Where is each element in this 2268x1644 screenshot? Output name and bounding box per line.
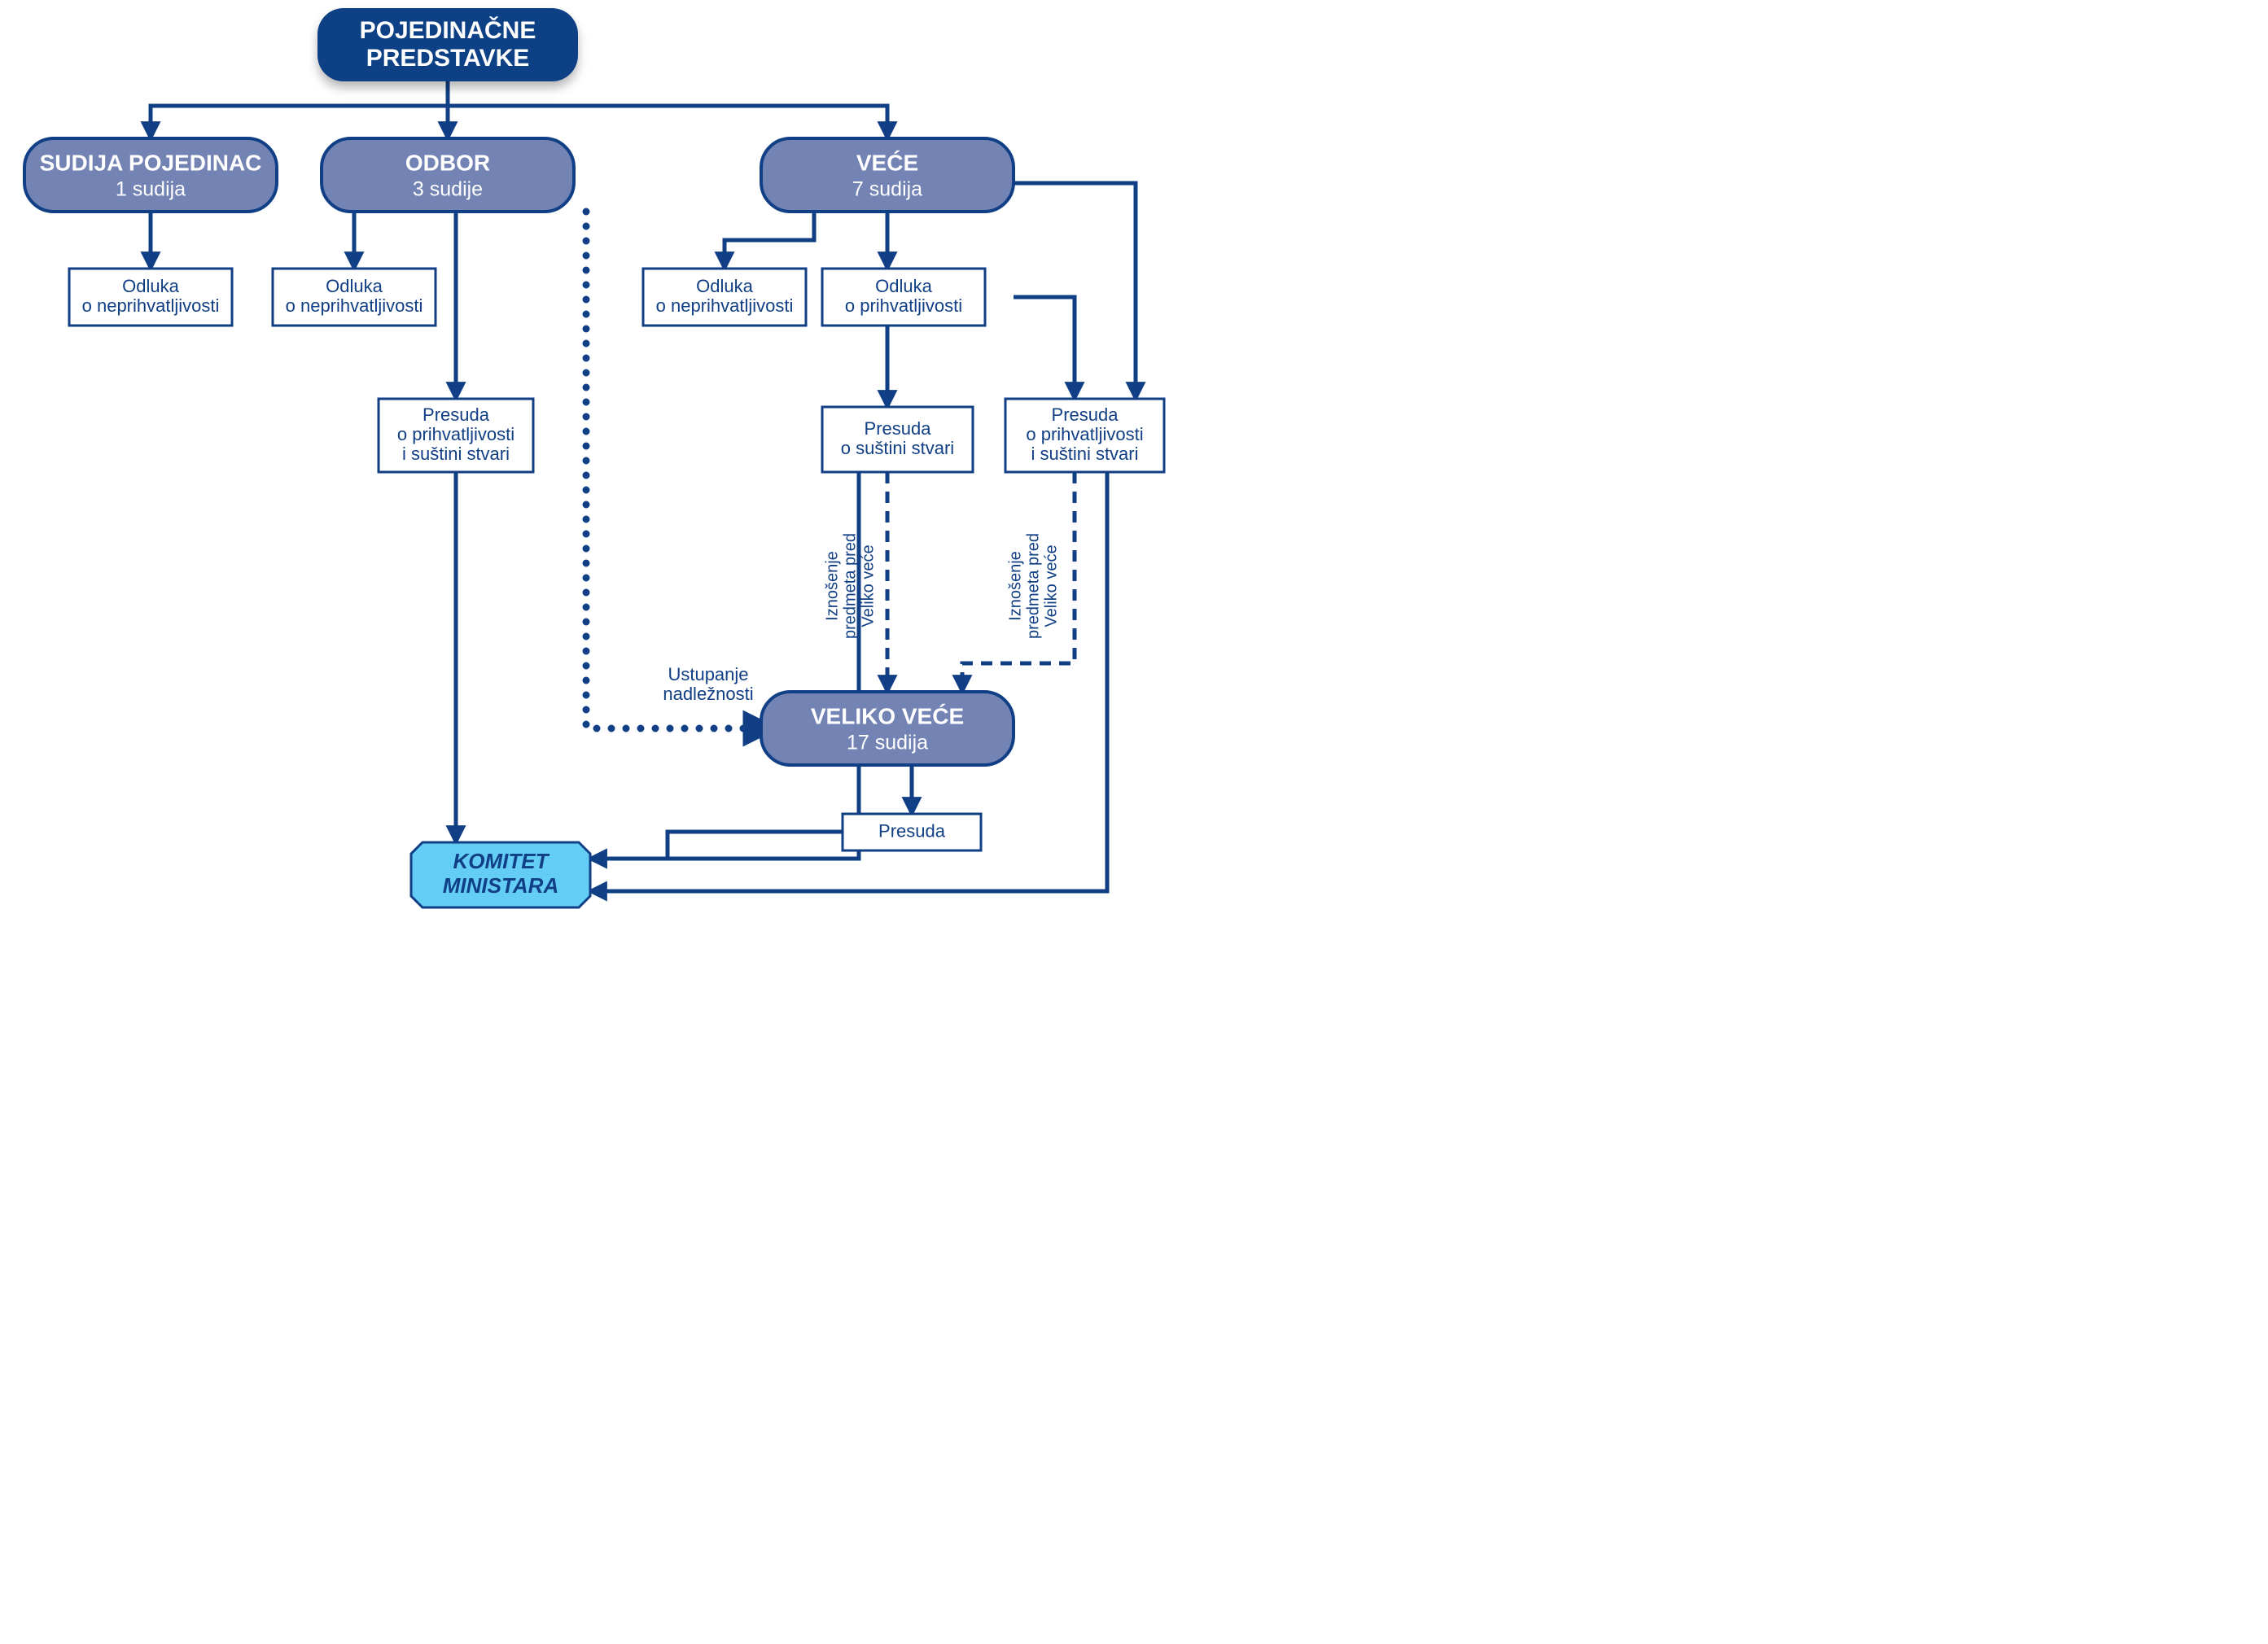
svg-text:predmeta pred: predmeta pred xyxy=(841,533,859,639)
svg-text:Iznošenje: Iznošenje xyxy=(1006,551,1024,621)
node-text: o prihvatljivosti xyxy=(845,295,962,316)
node-title: VEĆE xyxy=(856,150,918,175)
node-title: VELIKO VEĆE xyxy=(811,703,964,728)
label-iznosenje-1: Iznošenjepredmeta predVeliko veće xyxy=(823,533,877,639)
edge xyxy=(590,832,843,859)
svg-text:predmeta pred: predmeta pred xyxy=(1024,533,1042,639)
node-text: o neprihvatljivosti xyxy=(656,295,794,316)
node-text: i suštini stvari xyxy=(402,444,510,464)
node-veliko: VELIKO VEĆE 17 sudija xyxy=(761,692,1014,765)
node-subtitle: 7 sudija xyxy=(852,178,922,201)
node-text: Odluka xyxy=(875,276,932,296)
labels-layer: UstupanjenadležnostiIznošenjepredmeta pr… xyxy=(663,533,1060,704)
edge xyxy=(151,81,448,138)
node-vece_odl_p: Odlukao prihvatljivosti xyxy=(822,269,985,326)
node-text: o neprihvatljivosti xyxy=(82,295,220,316)
edge xyxy=(1014,297,1075,399)
edge xyxy=(725,212,814,269)
node-sudija_out: Odlukao neprihvatljivosti xyxy=(69,269,232,326)
node-text: Presuda xyxy=(1052,404,1119,425)
node-root: POJEDINAČNEPREDSTAVKE xyxy=(317,8,578,81)
node-text: o prihvatljivosti xyxy=(1026,424,1143,444)
node-odbor_out: Odlukao neprihvatljivosti xyxy=(273,269,436,326)
node-text: Odluka xyxy=(326,276,383,296)
svg-text:Veliko veće: Veliko veće xyxy=(1042,544,1060,627)
node-sudija: SUDIJA POJEDINAC 1 sudija xyxy=(24,138,277,212)
node-title: ODBOR xyxy=(405,150,490,175)
node-text: i suštini stvari xyxy=(1031,444,1138,464)
node-text: o prihvatljivosti xyxy=(397,424,514,444)
node-text: POJEDINAČNE xyxy=(360,16,536,44)
node-odbor: ODBOR 3 sudije xyxy=(322,138,574,212)
node-text: Presuda xyxy=(878,820,946,841)
node-vece_pres1: Presudao suštini stvari xyxy=(822,407,973,472)
edge xyxy=(448,81,887,138)
node-text: Presuda xyxy=(423,404,490,425)
label-ustupanje: Ustupanje xyxy=(668,664,748,684)
node-vece_odl_n: Odlukao neprihvatljivosti xyxy=(643,269,806,326)
node-subtitle: 1 sudija xyxy=(116,178,186,201)
node-komitet: KOMITETMINISTARA xyxy=(411,842,590,907)
label-iznosenje-2: Iznošenjepredmeta predVeliko veće xyxy=(1006,533,1060,639)
node-subtitle: 3 sudije xyxy=(413,178,483,201)
node-vece: VEĆE 7 sudija xyxy=(761,138,1014,212)
node-odbor_pres: Presudao prihvatljivostii suštini stvari xyxy=(379,399,533,472)
node-text: PREDSTAVKE xyxy=(366,45,530,72)
node-vece_pres2: Presudao prihvatljivostii suštini stvari xyxy=(1005,399,1164,472)
node-presuda: Presuda xyxy=(843,814,981,850)
node-text: o suštini stvari xyxy=(841,438,954,458)
node-text: KOMITET xyxy=(453,849,550,873)
svg-text:Veliko veće: Veliko veće xyxy=(859,544,877,627)
node-text: Odluka xyxy=(122,276,179,296)
node-text: o neprihvatljivosti xyxy=(286,295,423,316)
node-subtitle: 17 sudija xyxy=(847,732,928,754)
label-ustupanje: nadležnosti xyxy=(663,684,753,704)
node-text: MINISTARA xyxy=(443,873,559,898)
svg-text:Iznošenje: Iznošenje xyxy=(823,551,841,621)
node-text: Presuda xyxy=(865,418,932,439)
nodes-layer: POJEDINAČNEPREDSTAVKE SUDIJA POJEDINAC 1 s… xyxy=(24,8,1164,907)
node-text: Odluka xyxy=(696,276,753,296)
node-title: SUDIJA POJEDINAC xyxy=(40,150,262,175)
